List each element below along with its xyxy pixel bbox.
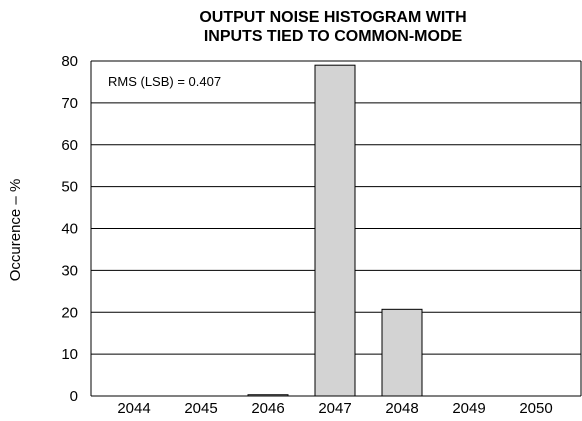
x-tick-label: 2044 (117, 400, 150, 417)
y-tick-label: 40 (61, 221, 78, 238)
chart-title-line-1: OUTPUT NOISE HISTOGRAM WITH (199, 9, 466, 26)
y-tick-label: 70 (61, 95, 78, 112)
x-tick-label: 2050 (519, 400, 552, 417)
y-tick-label: 20 (61, 304, 78, 321)
bars-group (247, 64, 423, 397)
x-tick-labels: 2044 2045 2046 2047 2048 2049 2050 (117, 400, 552, 417)
y-axis-label: Occurence – % (7, 179, 24, 282)
axes (90, 61, 582, 397)
x-tick-label: 2048 (385, 400, 418, 417)
x-tick-label: 2045 (184, 400, 217, 417)
bar-2048 (381, 308, 423, 397)
x-tick-label: 2047 (318, 400, 351, 417)
y-tick-labels: 0 10 20 30 40 50 60 70 80 (61, 53, 78, 405)
rms-annotation: RMS (LSB) = 0.407 (108, 74, 221, 89)
y-tick-label: 0 (70, 388, 78, 405)
x-tick-label: 2049 (452, 400, 485, 417)
y-tick-label: 10 (61, 346, 78, 363)
bar-2047 (314, 64, 356, 397)
chart-title-line-2: INPUTS TIED TO COMMON-MODE (204, 28, 463, 45)
x-tick-label: 2046 (251, 400, 284, 417)
y-tick-label: 60 (61, 137, 78, 154)
y-tick-label: 50 (61, 179, 78, 196)
y-tick-label: 30 (61, 262, 78, 279)
y-tick-label: 80 (61, 53, 78, 70)
